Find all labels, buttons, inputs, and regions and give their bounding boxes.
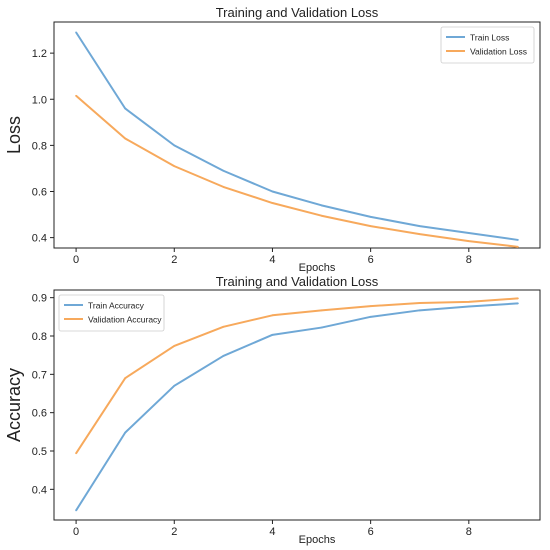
data-point <box>124 137 127 140</box>
series-line-2 <box>75 297 518 454</box>
plot-frame <box>53 289 541 521</box>
x-tick-label: 4 <box>269 526 275 538</box>
data-point <box>222 355 225 357</box>
x-tick-label: 2 <box>171 254 177 266</box>
y-tick-label: 1.2 <box>32 48 47 60</box>
x-axis-label: Epochs <box>299 534 336 546</box>
legend-box <box>58 294 165 332</box>
y-axis-label: Accuracy <box>4 368 24 442</box>
data-point <box>467 232 470 234</box>
y-tick-label: 0.4 <box>32 484 47 496</box>
data-point <box>418 225 421 227</box>
x-axis-label: Epochs <box>299 262 336 274</box>
data-point <box>517 245 519 248</box>
data-point <box>124 107 127 110</box>
data-point <box>173 144 176 147</box>
data-point <box>271 190 274 193</box>
data-point <box>173 345 176 347</box>
legend: Train Accuracy Validation Accuracy <box>58 294 165 332</box>
series-line-1 <box>75 31 519 241</box>
chart-panel-2: Training and Validation Loss Epochs Accura… <box>4 274 541 546</box>
y-tick-label: 1.0 <box>32 94 47 106</box>
x-tick-label: 8 <box>466 254 472 266</box>
data-point <box>320 204 323 207</box>
data-point <box>222 169 225 172</box>
data-point <box>320 309 323 312</box>
data-point <box>222 325 225 328</box>
series-line-1 <box>75 302 518 511</box>
data-point <box>369 315 372 318</box>
data-point <box>517 297 519 300</box>
y-tick-label: 0.7 <box>32 369 47 381</box>
data-point <box>517 239 519 241</box>
y-tick-label: 0.8 <box>32 140 47 152</box>
x-tick-label: 2 <box>171 526 177 538</box>
data-point <box>418 309 421 312</box>
legend-label: Train Loss <box>470 33 509 43</box>
legend-label: Train Accuracy <box>88 301 145 311</box>
data-point <box>467 240 470 242</box>
plot-frame <box>53 21 541 249</box>
data-point <box>271 314 274 317</box>
data-point <box>222 185 225 188</box>
data-point <box>517 302 519 305</box>
data-point <box>320 326 323 329</box>
data-point <box>467 300 470 303</box>
x-tick-label: 6 <box>368 526 374 538</box>
data-point <box>418 233 421 236</box>
data-point <box>75 509 77 512</box>
x-tick-label: 0 <box>73 526 79 538</box>
x-tick-label: 6 <box>368 254 374 266</box>
data-point <box>124 431 127 434</box>
data-point <box>467 305 470 308</box>
data-point <box>124 377 127 380</box>
data-point <box>271 202 274 204</box>
x-tick-label: 8 <box>466 526 472 538</box>
series-line-2 <box>75 95 519 248</box>
data-point <box>369 215 372 218</box>
y-tick-label: 0.4 <box>32 233 47 245</box>
legend: Train Loss Validation Loss <box>440 26 535 64</box>
chart-title: Training and Validation Loss <box>216 274 379 289</box>
data-point <box>271 333 274 336</box>
data-point <box>173 165 176 168</box>
y-tick-label: 0.8 <box>32 331 47 343</box>
data-point <box>418 302 421 304</box>
y-tick-label: 0.6 <box>32 187 47 199</box>
y-axis-label: Loss <box>4 116 24 154</box>
legend-label: Validation Loss <box>470 47 527 57</box>
legend-label: Validation Accuracy <box>88 315 162 325</box>
data-point <box>75 31 77 34</box>
chart-panel-1: Training and Validation Loss Epochs Loss 0 2… <box>4 5 541 274</box>
chart-title: Training and Validation Loss <box>216 5 379 20</box>
data-point <box>75 94 77 97</box>
x-tick-label: 0 <box>73 254 79 266</box>
y-tick-label: 0.9 <box>32 293 47 305</box>
data-point <box>75 452 77 455</box>
data-point <box>369 225 372 227</box>
data-point <box>173 384 176 387</box>
x-tick-label: 4 <box>269 254 275 266</box>
y-tick-label: 0.6 <box>32 408 47 420</box>
y-tick-label: 0.5 <box>32 446 47 458</box>
data-point <box>320 214 323 217</box>
data-point <box>369 305 372 307</box>
